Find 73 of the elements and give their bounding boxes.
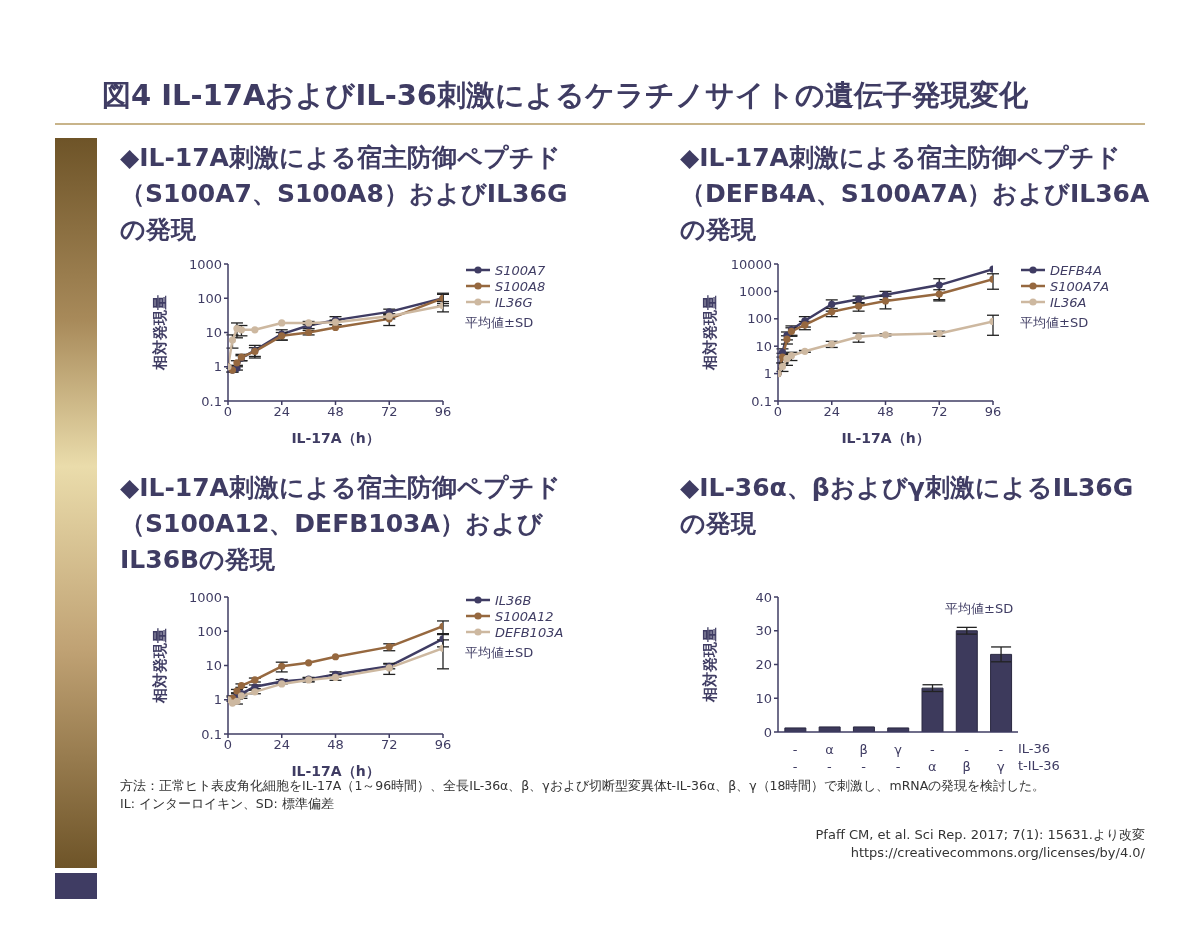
- x-tick-label: 24: [273, 737, 291, 753]
- y-tick-label: 0.1: [201, 393, 222, 409]
- y-tick-label: 100: [197, 623, 222, 639]
- y-axis-title: 相対発現量: [701, 627, 720, 703]
- chart-title: ◆IL-17A刺激による宿主防御ペプチド（DEFB4A、S100A7A）およびIL36Aの発現: [680, 142, 1150, 246]
- y-tick-label: 10: [205, 658, 222, 674]
- text: https://creativecommons.org/licenses/by/4.0/: [850, 845, 1145, 860]
- x-tick-label: 0: [223, 737, 233, 753]
- x-axis-title: IL-36 t-IL-36: [1018, 740, 1060, 774]
- y-tick-label: 10: [755, 690, 772, 706]
- x-tick-label: 96: [434, 737, 452, 753]
- x-tick-label: - -: [792, 742, 798, 774]
- x-tick-label: - α: [928, 742, 937, 774]
- y-tick-label: 0.1: [201, 726, 222, 742]
- y-tick-label: 40: [755, 589, 772, 605]
- x-tick-label: 48: [327, 737, 344, 753]
- y-tick-label: 30: [755, 623, 772, 639]
- x-tick-label: - γ: [997, 742, 1006, 774]
- chart-title: ◆IL-17A刺激による宿主防御ペプチド（S100A7、S100A8）およびIL36Gの発現: [120, 142, 569, 246]
- y-tick-label: 1: [213, 359, 222, 375]
- x-tick-label: α -: [825, 742, 834, 774]
- y-tick-label: 100: [747, 311, 772, 327]
- x-tick-label: 48: [877, 404, 894, 420]
- caption: 図4 IL-17AおよびIL-36刺激によるケラチノサイトの遺伝子発現変化: [102, 77, 1029, 114]
- text: 方法：正常ヒト表皮角化細胞をIL-17A（1～96時間）、全長IL-36α、β、γおよび切断型変異体t-IL-36α、β、γ（18時間）で刺激し、mRNAの発現を検討した。: [120, 778, 1046, 795]
- legend-label: DEFB4A: [1050, 262, 1102, 278]
- x-tick-label: 72: [930, 404, 948, 420]
- x-tick-label: 0: [773, 404, 783, 420]
- x-tick-label: 72: [380, 737, 398, 753]
- y-tick-label: 1: [763, 366, 772, 382]
- y-tick-label: 10: [205, 325, 222, 341]
- y-tick-label: 100: [197, 290, 222, 306]
- y-tick-label: 1000: [188, 589, 222, 605]
- y-tick-label: 0.1: [751, 393, 772, 409]
- x-tick-label: 24: [823, 404, 841, 420]
- y-tick-label: 0: [763, 724, 772, 740]
- y-tick-label: 10000: [730, 256, 772, 272]
- x-tick-label: 96: [984, 404, 1002, 420]
- y-axis-title: 相対発現量: [701, 295, 720, 371]
- x-axis-title: IL-17A（h）: [291, 763, 380, 779]
- y-tick-label: 1000: [188, 256, 222, 272]
- text: 平均値±SD: [465, 314, 534, 332]
- x-axis-title: IL-17A（h）: [291, 430, 380, 446]
- x-tick-label: 96: [434, 404, 452, 420]
- x-tick-label: 24: [273, 404, 291, 420]
- x-axis-title: IL-17A（h）: [841, 430, 930, 446]
- y-axis-title: 相対発現量: [151, 628, 170, 704]
- x-tick-label: β -: [859, 742, 868, 774]
- y-tick-label: 10: [755, 338, 772, 354]
- y-tick-label: 1: [213, 692, 222, 708]
- legend-label: S100A12: [495, 608, 554, 624]
- annotation: 平均値±SD: [945, 600, 1014, 618]
- legend-label: IL36A: [1050, 294, 1087, 310]
- text: IL: インターロイキン、SD: 標準偏差: [120, 796, 334, 813]
- legend-label: S100A7: [495, 262, 546, 278]
- x-tick-label: γ -: [894, 742, 903, 774]
- x-tick-label: 48: [327, 404, 344, 420]
- chart-title: ◆IL-36α、βおよびγ刺激によるIL36Gの発現: [680, 472, 1135, 540]
- y-axis-title: 相対発現量: [151, 295, 170, 371]
- chart-title: ◆IL-17A刺激による宿主防御ペプチド（S100A12、DEFB103A）およびIL36Bの発現: [120, 472, 562, 576]
- text: 平均値±SD: [1020, 314, 1089, 332]
- x-tick-label: - β: [962, 742, 971, 774]
- x-tick-label: 72: [380, 404, 398, 420]
- text: Pfaff CM, et al. Sci Rep. 2017; 7(1): 15631.より改変: [815, 826, 1145, 844]
- y-tick-label: 1000: [738, 284, 772, 300]
- legend-label: IL36B: [495, 592, 532, 608]
- legend-label: S100A8: [495, 278, 546, 294]
- legend-label: S100A7A: [1050, 278, 1110, 294]
- legend-label: IL36G: [495, 294, 533, 310]
- legend-label: DEFB103A: [495, 624, 564, 640]
- x-tick-label: 0: [223, 404, 233, 420]
- text: 平均値±SD: [465, 644, 534, 662]
- y-tick-label: 20: [755, 657, 772, 673]
